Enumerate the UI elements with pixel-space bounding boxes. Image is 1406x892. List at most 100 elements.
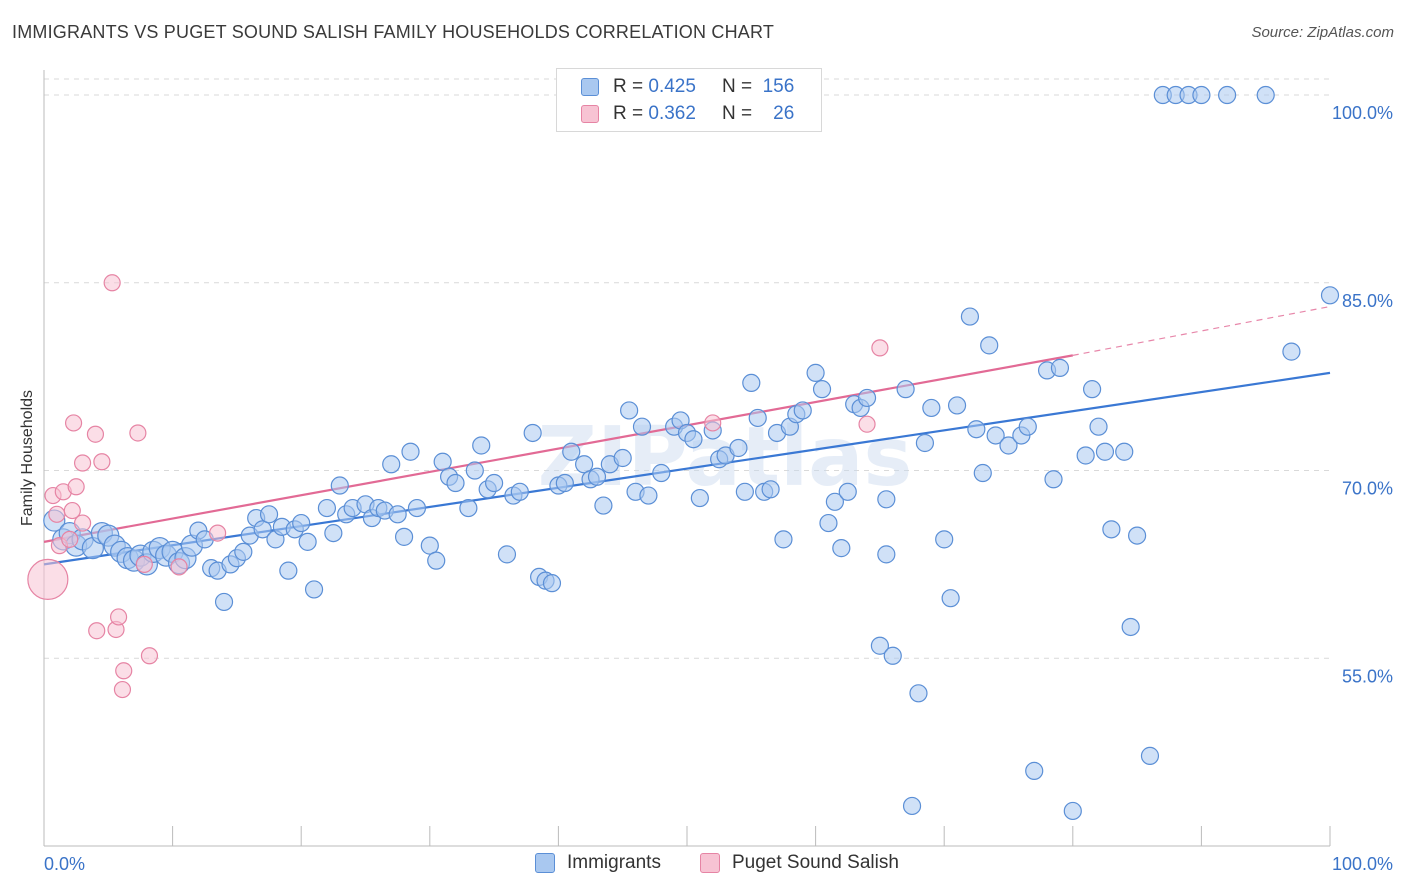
immigrants-point	[317, 498, 337, 518]
immigrants-point	[986, 426, 1005, 445]
salish-point	[93, 453, 111, 471]
immigrants-point	[1063, 801, 1082, 821]
salish-point	[129, 424, 147, 442]
immigrants-point	[214, 592, 234, 612]
immigrants-point	[742, 373, 761, 393]
salish-point	[109, 608, 128, 626]
immigrants-point	[825, 492, 844, 511]
immigrants-point	[915, 433, 935, 453]
immigrants-point	[575, 455, 594, 474]
immigrants-point	[594, 496, 613, 515]
immigrants-point	[1044, 470, 1063, 489]
legend-n-label: N =	[721, 103, 753, 124]
immigrants-point	[729, 438, 748, 458]
salish-point	[135, 555, 153, 573]
immigrants-point	[967, 420, 986, 439]
immigrants-point	[446, 473, 465, 493]
legend-row-immigrants: R = 0.425 N = 156	[581, 75, 794, 99]
salish-point	[64, 414, 83, 432]
salish-point	[48, 505, 66, 523]
immigrants-point	[555, 473, 574, 493]
salish-point	[170, 558, 188, 576]
immigrants-point	[806, 363, 825, 382]
immigrants-point	[613, 448, 632, 468]
legend-n-value: 26	[773, 103, 795, 124]
immigrants-point	[401, 442, 420, 461]
immigrants-point	[420, 536, 439, 555]
immigrants-point	[883, 646, 902, 665]
immigrants-point	[324, 523, 343, 543]
immigrants-point	[388, 505, 407, 524]
immigrants-point	[1282, 342, 1301, 361]
salish-point	[88, 622, 106, 640]
salish-point	[61, 530, 79, 548]
legend-item-immigrants[interactable]: Immigrants	[535, 852, 661, 874]
salish-point	[103, 274, 121, 292]
immigrants-point	[909, 684, 928, 703]
immigrants-point	[1089, 417, 1108, 436]
immigrants-point	[639, 486, 658, 505]
immigrants-point	[485, 473, 504, 493]
immigrants-point	[1192, 85, 1211, 105]
legend-r-label: R =	[613, 76, 644, 97]
legend-n-label: N =	[721, 76, 753, 97]
legend-r-label: R =	[613, 103, 644, 124]
pink-swatch	[700, 853, 720, 873]
immigrants-point	[1140, 746, 1160, 765]
legend-n-value: 156	[762, 76, 795, 97]
immigrants-point	[1127, 526, 1147, 545]
legend-row-salish: R = 0.362 N = 26	[581, 102, 794, 126]
y-tick-label: 85.0%	[1342, 291, 1393, 311]
immigrants-point	[877, 490, 896, 509]
immigrants-point	[999, 436, 1018, 455]
immigrants-point	[253, 520, 272, 539]
salish-point	[209, 524, 227, 542]
immigrants-point	[433, 452, 452, 471]
immigrants-point	[292, 513, 311, 533]
immigrants-point	[941, 589, 960, 608]
immigrants-point	[690, 488, 709, 508]
salish-point	[86, 425, 105, 443]
immigrants-point	[620, 401, 639, 420]
correlation-legend: R = 0.425 N = 156 R = 0.362 N = 26	[556, 68, 822, 132]
immigrants-point	[980, 336, 999, 355]
immigrants-point	[793, 401, 812, 420]
y-tick-label: 70.0%	[1342, 479, 1393, 499]
salish-point	[858, 415, 876, 433]
legend-label-immigrants: Immigrants	[567, 852, 661, 873]
axes	[43, 70, 1331, 847]
salish-point	[73, 454, 92, 472]
immigrants-point	[542, 574, 562, 593]
immigrants-point	[523, 423, 542, 443]
source-label: Source: ZipAtlas.com	[1251, 24, 1394, 41]
legend-item-salish[interactable]: Puget Sound Salish	[700, 852, 899, 874]
legend-r-value: 0.425	[648, 76, 696, 97]
immigrants-point	[935, 530, 954, 549]
immigrants-point	[1095, 442, 1115, 461]
immigrants-point	[684, 430, 703, 449]
salish-point	[27, 558, 69, 601]
immigrants-point	[304, 580, 324, 599]
immigrants-point	[1025, 761, 1044, 781]
legend-label-salish: Puget Sound Salish	[732, 852, 899, 873]
salish-point	[73, 514, 92, 532]
immigrants-point	[1082, 380, 1102, 399]
immigrants-point	[973, 463, 992, 483]
legend-r-value: 0.362	[648, 103, 696, 124]
tick-labels: 55.0% 70.0% 85.0% 100.0% 0.0% 100.0%	[44, 103, 1393, 874]
immigrants-point	[330, 476, 349, 495]
immigrants-point	[870, 636, 890, 655]
immigrants-point	[838, 482, 857, 501]
immigrants-point	[1121, 617, 1140, 637]
immigrants-point	[902, 796, 922, 816]
immigrants-point	[896, 380, 915, 399]
immigrants-point	[259, 505, 279, 524]
salish-point	[67, 478, 85, 496]
immigrants-point	[1076, 446, 1095, 465]
immigrants-point	[947, 396, 967, 415]
salish-point	[704, 414, 722, 432]
y-tick-label: 100.0%	[1332, 103, 1393, 123]
immigrants-point	[382, 455, 401, 474]
immigrants-point	[1115, 442, 1134, 461]
